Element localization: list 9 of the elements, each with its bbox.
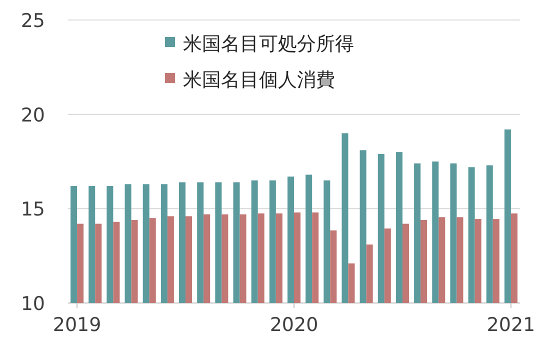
- x-tick-label: 2021: [486, 314, 536, 336]
- x-tick-label: 2020: [270, 314, 318, 336]
- y-tick-label: 10: [20, 293, 45, 315]
- y-tick-label: 25: [20, 10, 45, 32]
- y-tick-label: 15: [20, 198, 45, 221]
- y-tick-label: 20: [20, 104, 45, 126]
- legend-label: 米国名目個人消費: [183, 69, 335, 91]
- legend-label: 米国名目可処分所得: [183, 33, 354, 55]
- x-tick-label: 2019: [52, 314, 102, 336]
